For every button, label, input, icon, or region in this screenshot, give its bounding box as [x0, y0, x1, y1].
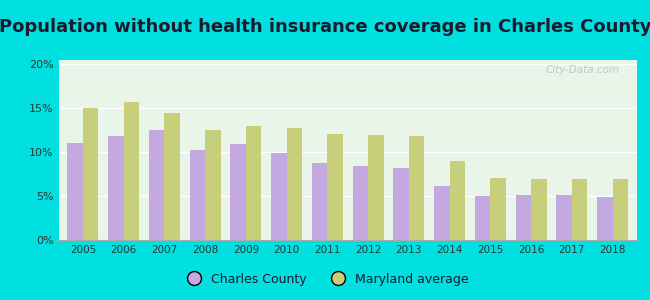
Bar [531, 179, 547, 240]
Bar [164, 113, 180, 240]
Bar [271, 153, 287, 240]
Bar [83, 108, 98, 240]
Bar [515, 195, 531, 240]
Text: City-Data.com: City-Data.com [545, 65, 619, 75]
Bar [108, 136, 124, 240]
Bar [205, 130, 220, 240]
Legend: Charles County, Maryland average: Charles County, Maryland average [176, 268, 474, 291]
Bar [434, 186, 450, 240]
Bar [149, 130, 164, 240]
Bar [556, 195, 572, 240]
Bar [312, 163, 328, 240]
Bar [368, 135, 384, 240]
Bar [190, 150, 205, 240]
Bar [490, 178, 506, 240]
Bar [409, 136, 424, 240]
Bar [572, 179, 588, 240]
Bar [612, 179, 628, 240]
Bar [353, 166, 368, 240]
Bar [475, 196, 490, 240]
Bar [68, 143, 83, 240]
Bar [246, 126, 261, 240]
Bar [393, 168, 409, 240]
Text: Population without health insurance coverage in Charles County: Population without health insurance cove… [0, 18, 650, 36]
Bar [230, 144, 246, 240]
Bar [597, 197, 612, 240]
Bar [287, 128, 302, 240]
Bar [328, 134, 343, 240]
Bar [450, 161, 465, 240]
Bar [124, 102, 139, 240]
